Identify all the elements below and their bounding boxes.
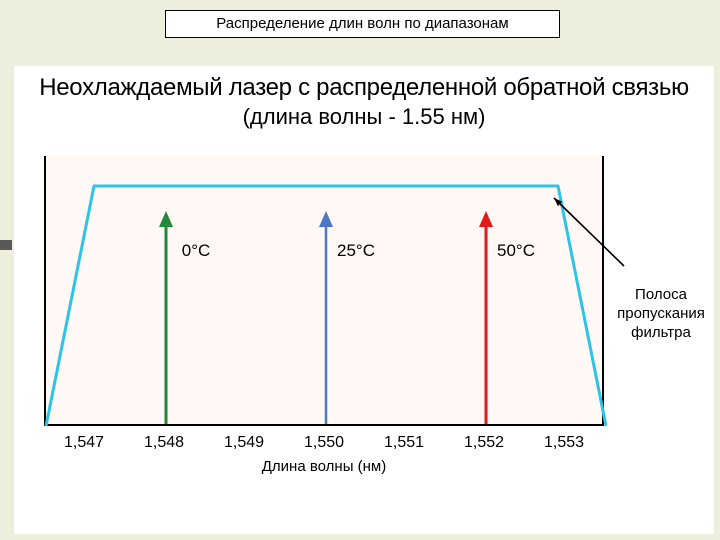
spectrum-arrow-head [159,211,173,227]
page-title-box: Распределение длин волн по диапазонам [165,10,560,38]
page-title: Распределение длин волн по диапазонам [216,15,508,32]
temperature-label: 25°C [337,241,375,261]
figure-title: Неохлаждаемый лазер с распределенной обр… [14,66,714,130]
plot-svg [46,156,606,426]
annotation-line: Полоса [616,286,706,305]
plot-frame: 0°C 25°C 50°C [44,156,604,426]
x-tick-label: 1,551 [384,434,424,452]
figure-panel: Неохлаждаемый лазер с распределенной обр… [14,66,714,534]
x-tick-label: 1,549 [224,434,264,452]
x-tick-label: 1,548 [144,434,184,452]
annotation-line: фильтра [616,324,706,343]
x-tick-label: 1,553 [544,434,584,452]
x-tick-label: 1,552 [464,434,504,452]
x-axis-label: Длина волны (нм) [44,458,604,475]
spectrum-arrow-head [479,211,493,227]
x-ticks: 1,547 1,548 1,549 1,550 1,551 1,552 1,553 [44,434,604,456]
temperature-label: 0°C [182,241,211,261]
x-tick-label: 1,547 [64,434,104,452]
filter-annotation: Полосапропусканияфильтра [616,286,706,342]
annotation-pointer [554,198,624,266]
figure-title-line1: Неохлаждаемый лазер с распределенной обр… [14,74,714,102]
annotation-line: пропускания [616,305,706,324]
decorative-stripe [0,240,12,250]
temperature-label: 50°C [497,241,535,261]
x-tick-label: 1,550 [304,434,344,452]
plot-area: 0°C25°C50°C 1,5471,5481,5491,5501,5511,5… [44,156,684,506]
figure-title-line2: (длина волны - 1.55 нм) [14,104,714,130]
spectrum-arrow-head [319,211,333,227]
